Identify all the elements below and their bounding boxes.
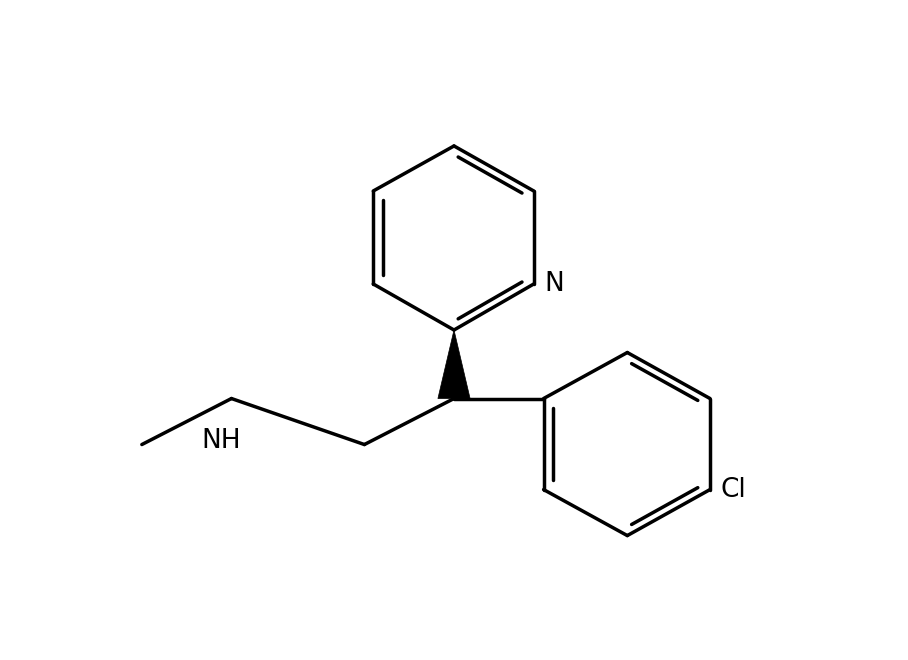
Text: Cl: Cl (721, 477, 746, 502)
Polygon shape (438, 330, 470, 399)
Text: N: N (545, 271, 564, 297)
Text: NH: NH (201, 428, 241, 453)
